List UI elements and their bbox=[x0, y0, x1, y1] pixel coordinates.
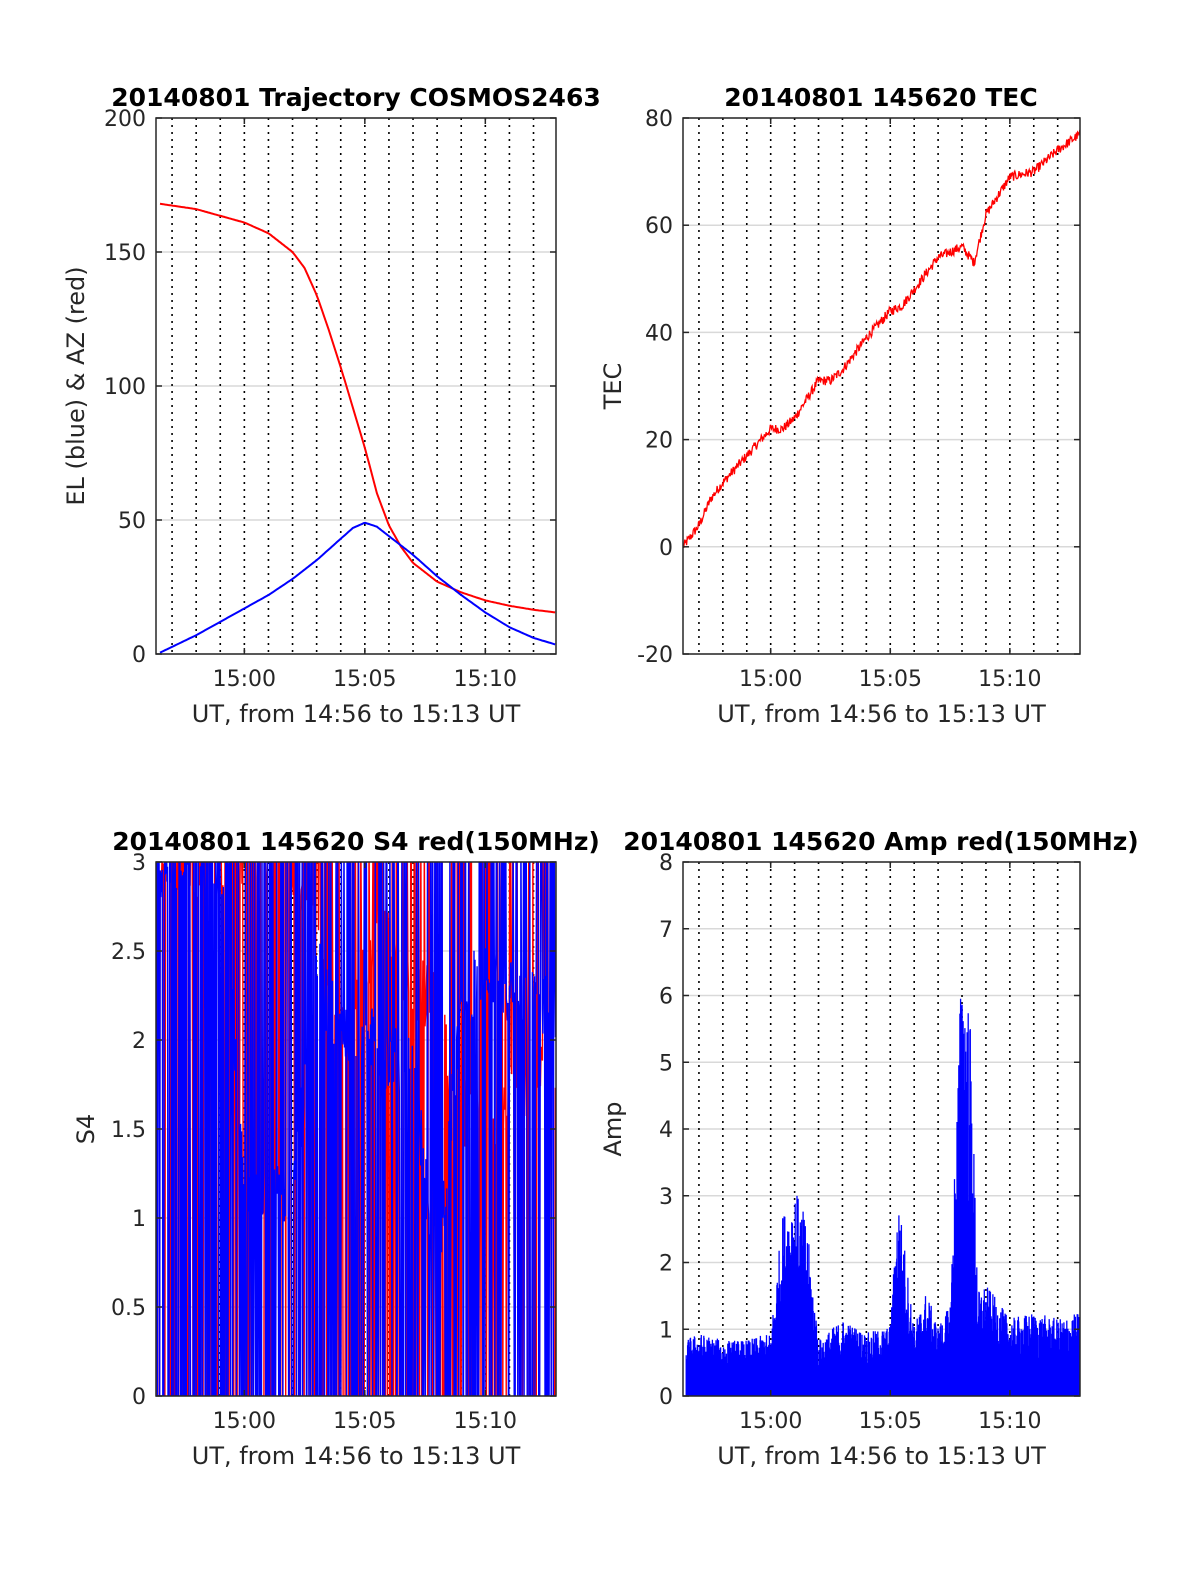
series-line-red bbox=[683, 129, 1080, 549]
x-tick-label: 15:05 bbox=[859, 667, 922, 692]
y-tick-label: 5 bbox=[659, 1051, 673, 1076]
y-tick-label: 6 bbox=[659, 985, 673, 1010]
y-axis-label: EL (blue) & AZ (red) bbox=[62, 266, 90, 505]
series-group bbox=[156, 862, 556, 1396]
y-axis-label: TEC bbox=[599, 363, 627, 411]
x-tick-label: 15:00 bbox=[739, 667, 802, 692]
x-axis-label: UT, from 14:56 to 15:13 UT bbox=[717, 1442, 1046, 1470]
y-tick-label: 2.5 bbox=[111, 940, 146, 965]
y-tick-label: 7 bbox=[659, 918, 673, 943]
y-tick-label: 20 bbox=[645, 429, 673, 454]
y-tick-label: 0 bbox=[132, 643, 146, 668]
x-axis-label: UT, from 14:56 to 15:13 UT bbox=[717, 700, 1046, 728]
y-tick-label: 2 bbox=[132, 1029, 146, 1054]
chart-title: 20140801 145620 TEC bbox=[724, 83, 1037, 112]
series-line-red bbox=[159, 202, 556, 614]
series-group bbox=[159, 202, 556, 654]
y-tick-label: 60 bbox=[645, 214, 673, 239]
x-tick-label: 15:00 bbox=[213, 1409, 276, 1434]
x-tick-label: 15:00 bbox=[739, 1409, 802, 1434]
y-axis-label: S4 bbox=[72, 1114, 100, 1145]
y-tick-label: 40 bbox=[645, 321, 673, 346]
y-tick-label: 1 bbox=[659, 1318, 673, 1343]
chart-trajectory: 0 50 100 150 200 15:00 15:05 15:10 UT, from 14:5… bbox=[62, 83, 601, 728]
y-axis-label: Amp bbox=[599, 1101, 627, 1156]
series-line-blue bbox=[159, 521, 556, 654]
y-tick-label: 0.5 bbox=[111, 1296, 146, 1321]
y-tick-label: 8 bbox=[659, 851, 673, 876]
chart-title: 20140801 145620 Amp red(150MHz) bbox=[623, 827, 1139, 856]
y-tick-label: 0 bbox=[659, 536, 673, 561]
y-tick-label: 50 bbox=[118, 509, 146, 534]
chart-amp: 0 1 2 3 4 5 6 7 8 15:00 15:05 15:10 UT, from 14:56 t… bbox=[599, 827, 1139, 1470]
y-tick-label: 1 bbox=[132, 1207, 146, 1232]
x-tick-label: 15:05 bbox=[333, 1409, 396, 1434]
chart-title: 20140801 Trajectory COSMOS2463 bbox=[111, 83, 601, 112]
x-tick-label: 15:00 bbox=[213, 667, 276, 692]
x-tick-label: 15:10 bbox=[978, 667, 1041, 692]
y-tick-label: 100 bbox=[104, 375, 146, 400]
chart-title: 20140801 145620 S4 red(150MHz) bbox=[112, 827, 600, 856]
y-tick-label: 3 bbox=[132, 851, 146, 876]
y-tick-label: 0 bbox=[659, 1385, 673, 1410]
y-tick-label: 200 bbox=[104, 107, 146, 132]
series-group bbox=[683, 129, 1080, 549]
series-line-blue bbox=[156, 862, 556, 1396]
x-tick-label: 15:05 bbox=[333, 667, 396, 692]
x-tick-label: 15:10 bbox=[978, 1409, 1041, 1434]
y-tick-label: 2 bbox=[659, 1252, 673, 1277]
y-tick-label: 1.5 bbox=[111, 1118, 146, 1143]
chart-tec: -20 0 20 40 60 80 15:00 15:05 15:10 UT, from 14:5… bbox=[599, 83, 1081, 728]
y-tick-label: 4 bbox=[659, 1118, 673, 1143]
x-tick-label: 15:05 bbox=[859, 1409, 922, 1434]
series-group bbox=[685, 998, 1080, 1396]
y-tick-label: 80 bbox=[645, 107, 673, 132]
axes-frame bbox=[682, 117, 1081, 655]
x-axis-label: UT, from 14:56 to 15:13 UT bbox=[192, 700, 521, 728]
x-axis-label: UT, from 14:56 to 15:13 UT bbox=[192, 1442, 521, 1470]
y-tick-label: 0 bbox=[132, 1385, 146, 1410]
y-tick-label: 3 bbox=[659, 1185, 673, 1210]
series-line-blue bbox=[685, 998, 1080, 1396]
x-tick-label: 15:10 bbox=[454, 1409, 517, 1434]
chart-s4: 0 0.5 1 1.5 2 2.5 3 15:00 15:05 15:10 UT, from 14:… bbox=[72, 827, 600, 1470]
y-tick-label: 150 bbox=[104, 241, 146, 266]
x-tick-label: 15:10 bbox=[454, 667, 517, 692]
y-tick-label: -20 bbox=[637, 643, 673, 668]
